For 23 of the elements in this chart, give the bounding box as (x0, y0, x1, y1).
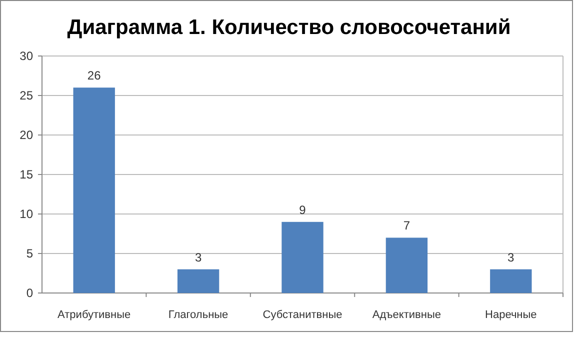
bar (73, 88, 115, 293)
y-tick-label: 25 (20, 88, 34, 103)
y-tick-label: 20 (20, 128, 34, 142)
data-label: 3 (194, 250, 202, 264)
x-tick-label: Наречные (485, 309, 537, 321)
data-label: 7 (403, 218, 410, 233)
y-tick-label: 0 (26, 286, 34, 300)
y-tick-label: 5 (26, 246, 34, 261)
data-label: 26 (87, 68, 102, 83)
data-label: 3 (508, 250, 515, 264)
bar (282, 222, 324, 293)
x-tick-label: Адъективные (372, 309, 441, 321)
bar (386, 238, 428, 293)
y-tick-label: 30 (20, 49, 34, 64)
x-tick-label: Атрибутивные (58, 309, 131, 321)
bar (490, 269, 532, 293)
x-tick-label: Глагольные (168, 309, 228, 321)
chart-title: Диаграмма 1. Количество словосочетаний (67, 16, 511, 39)
data-label: 9 (299, 202, 306, 217)
x-tick-label: Субстанитвные (262, 309, 342, 321)
y-tick-label: 10 (20, 207, 34, 222)
y-tick-label: 15 (20, 168, 34, 182)
bar (177, 269, 220, 293)
